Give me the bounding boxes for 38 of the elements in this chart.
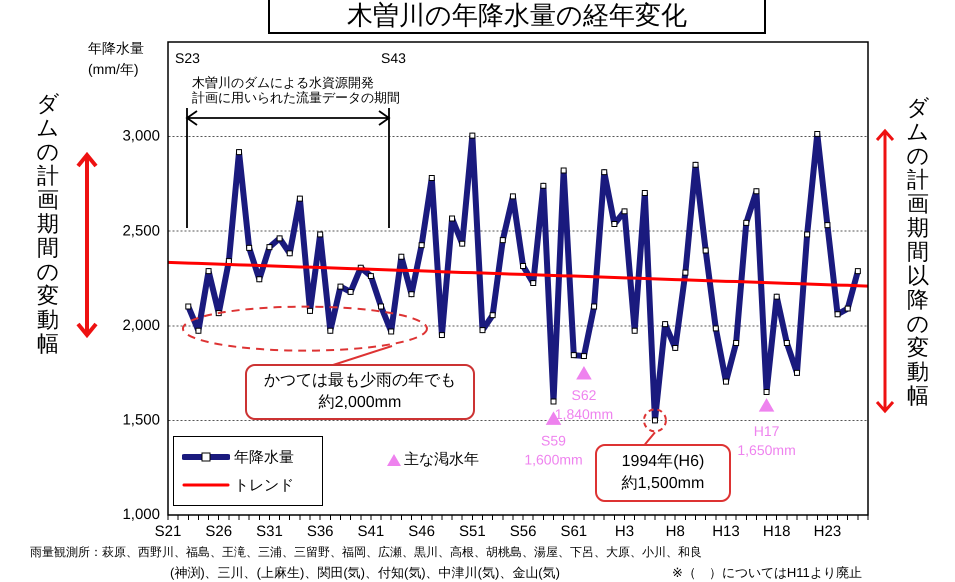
legend-label: トレンド [234,476,294,494]
text: 雨量観測所：萩原、西野川、福島、王滝、三浦、三留野、福岡、広瀬、黒川、高根、胡桃島、湯屋、下呂、大原、小川、和良 [30,544,702,561]
x-tick-label: H13 [712,523,740,540]
y-tick-label: 2,000 [122,316,160,334]
y-tick-label: 3,000 [122,128,160,145]
annotation: S43 [381,50,406,66]
annotation: かつては最も少雨の年でも約2,000mm [245,364,475,420]
x-tick-label: S46 [408,523,435,540]
y-axis-title: 年降水量 (mm/年) [88,39,144,79]
x-tick-label: H23 [814,523,842,540]
legend-label: 主な渇水年 [404,450,479,469]
y-tick-label: 1,500 [122,412,160,429]
x-tick-label: S31 [256,523,283,540]
annotation: H17 1,650mm [737,423,796,458]
x-tick-label: S56 [510,523,536,540]
annotation: 計画に用いられた流量データの期間 [192,90,400,105]
x-tick-label: S26 [205,523,232,540]
y-tick-label: 2,500 [122,222,160,240]
x-tick-label: H18 [762,523,790,540]
x-tick-label: S36 [306,523,334,540]
x-tick-label: S41 [358,523,384,540]
chart-title: 木曽川の年降水量の経年変化 [268,0,766,34]
annotation: 木曽川のダムによる水資源開発 [192,75,374,90]
x-tick-label: H8 [666,523,685,540]
y-tick-label: 1,000 [122,506,160,524]
text: ダムの計画期間以降の変動幅 [906,95,930,408]
x-tick-label: S21 [154,523,182,540]
text: ※（ ）についてはH11より廃止 [672,564,862,582]
annotation: S59 1,600mm [524,432,583,468]
x-tick-label: S61 [560,523,588,540]
annotation: 1994年(H6)約1,500mm [620,452,706,494]
legend-label: 年降水量 [234,448,294,466]
text: ダムの計画期間の変動幅 [36,91,60,356]
annotation: S23 [175,50,200,66]
x-tick-label: H3 [614,523,634,540]
text: (神渕)、三川、(上麻生)、関田(気)、付知(気)、中津川(気)、金山(気) [170,564,560,582]
annotation: S62 1,840mm [554,387,614,422]
x-tick-label: S51 [458,523,486,540]
